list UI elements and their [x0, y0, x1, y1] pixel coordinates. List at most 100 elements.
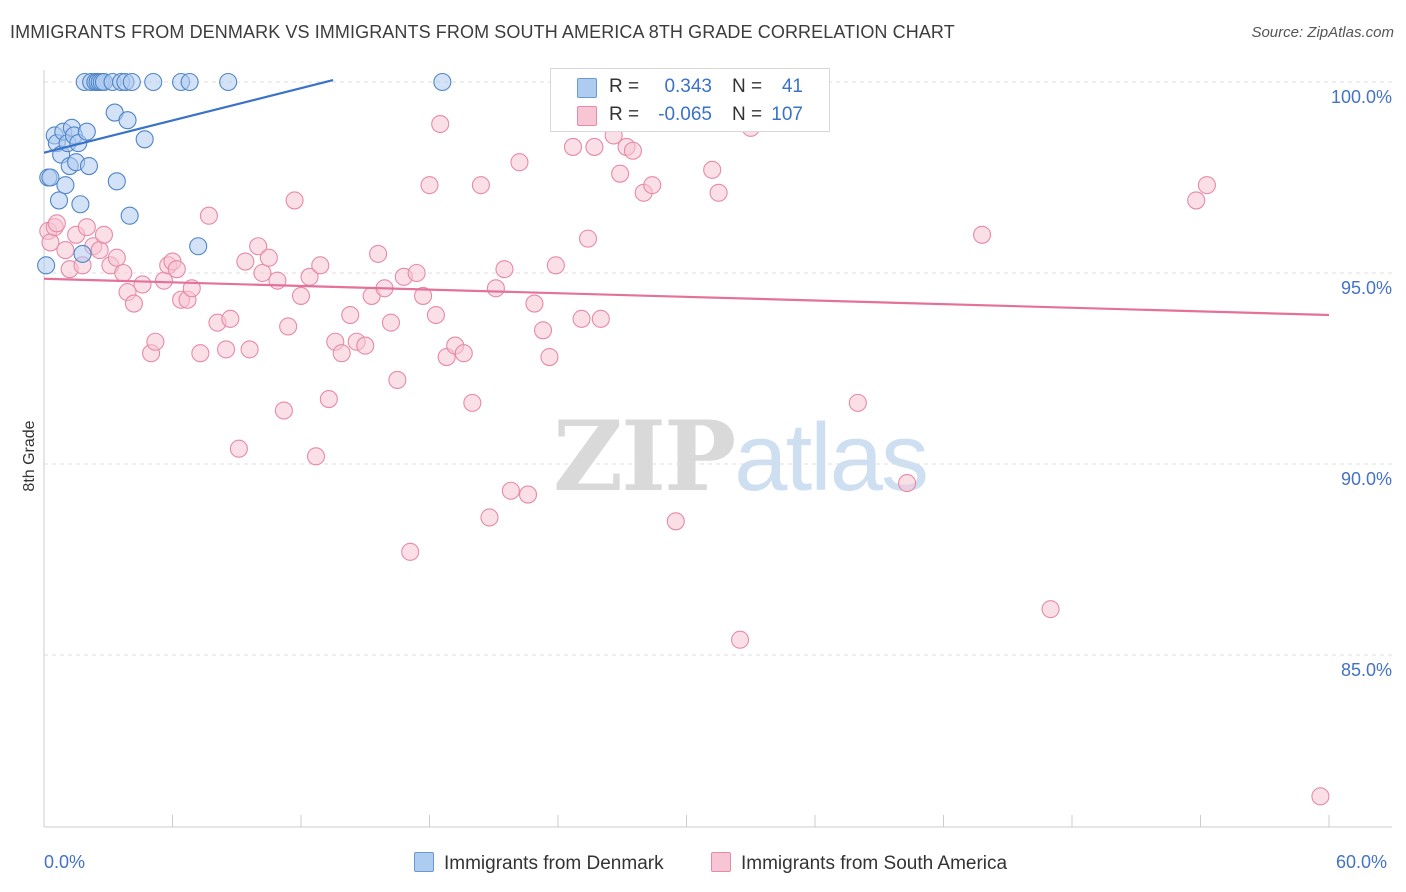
stats-n-value-south-america: 107 — [771, 104, 803, 125]
point-denmark — [79, 156, 99, 176]
point-south-america — [311, 256, 330, 275]
stats-r-value-south-america: -0.065 — [658, 104, 712, 125]
point-south-america — [124, 294, 143, 313]
point-south-america — [414, 286, 433, 305]
y-tick-label: 90.0% — [1340, 469, 1392, 489]
y-axis-title: 8th Grade — [21, 420, 38, 492]
legend-item-denmark: Immigrants from Denmark — [414, 852, 664, 875]
point-south-america — [146, 332, 165, 351]
point-south-america — [259, 248, 278, 267]
point-south-america — [221, 309, 240, 328]
legend-label-denmark: Immigrants from Denmark — [444, 853, 664, 874]
point-south-america — [730, 630, 750, 649]
point-south-america — [199, 206, 218, 225]
point-south-america — [56, 241, 75, 260]
point-south-america — [407, 263, 426, 283]
stats-n-label: N = — [732, 76, 763, 97]
stats-r-label: R = — [609, 76, 640, 97]
point-south-america — [623, 141, 643, 160]
point-south-america — [249, 237, 268, 256]
point-south-america — [471, 176, 490, 195]
point-denmark — [37, 256, 56, 275]
point-south-america — [572, 309, 591, 328]
point-south-america — [848, 393, 867, 412]
point-south-america — [563, 137, 583, 156]
y-tick-label: 85.0% — [1340, 660, 1392, 680]
point-denmark — [118, 111, 137, 130]
point-south-america — [229, 439, 248, 458]
point-south-america — [431, 114, 450, 134]
point-south-america — [454, 344, 473, 363]
stats-r-value-denmark: 0.343 — [664, 76, 712, 97]
x-tick-min: 0.0% — [44, 852, 86, 872]
source-credit: Source: ZipAtlas.com — [1251, 24, 1394, 41]
point-south-america — [1187, 191, 1206, 210]
legend-label-south-america: Immigrants from South America — [741, 853, 1008, 874]
point-south-america — [191, 344, 210, 363]
point-south-america — [495, 260, 514, 279]
point-south-america — [401, 542, 420, 561]
point-south-america — [77, 218, 96, 237]
point-south-america — [501, 481, 520, 500]
point-south-america — [285, 191, 304, 210]
point-south-america — [253, 263, 272, 283]
point-south-america — [279, 317, 298, 336]
point-south-america — [540, 347, 559, 367]
point-south-america — [525, 294, 544, 313]
point-south-america — [274, 401, 293, 420]
axes — [43, 70, 1392, 828]
point-denmark — [189, 237, 208, 256]
point-south-america — [578, 229, 598, 248]
stats-r-label: R = — [609, 104, 640, 125]
point-south-america — [236, 252, 255, 271]
point-south-america — [369, 244, 388, 263]
point-denmark — [433, 72, 452, 92]
point-south-america — [486, 279, 505, 298]
point-denmark — [77, 122, 96, 141]
point-south-america — [510, 153, 529, 172]
point-south-america — [585, 137, 604, 156]
point-denmark — [135, 130, 154, 149]
point-denmark — [71, 195, 90, 214]
y-tick-label: 100.0% — [1330, 87, 1392, 107]
stats-row-south-america: R = -0.065 N = 107 — [551, 101, 829, 129]
x-tick-max: 60.0% — [1336, 852, 1388, 872]
point-south-america — [1041, 600, 1060, 619]
point-denmark — [56, 176, 75, 195]
point-denmark — [73, 244, 92, 263]
point-south-america — [240, 340, 259, 359]
series-south-america — [39, 72, 1330, 806]
point-south-america — [341, 305, 360, 325]
stats-swatch-south-america — [577, 106, 597, 126]
point-south-america — [709, 183, 728, 202]
point-south-america — [643, 176, 662, 195]
trend-lines — [43, 79, 1330, 317]
series-denmark — [37, 72, 452, 275]
point-south-america — [291, 286, 311, 305]
point-denmark — [107, 172, 126, 191]
point-south-america — [420, 176, 439, 195]
point-south-america — [533, 321, 553, 340]
point-south-america — [703, 160, 722, 179]
point-south-america — [216, 340, 236, 359]
point-south-america — [611, 164, 630, 183]
point-south-america — [518, 485, 538, 504]
point-south-america — [591, 309, 610, 328]
point-south-america — [94, 225, 114, 244]
point-south-america — [546, 256, 565, 275]
stats-n-label: N = — [732, 104, 763, 125]
point-south-america — [167, 260, 186, 279]
point-south-america — [90, 241, 109, 260]
y-tick-label: 95.0% — [1340, 278, 1392, 298]
point-south-america — [972, 225, 992, 244]
legend-swatch-denmark — [414, 852, 434, 872]
point-denmark — [122, 72, 141, 92]
point-denmark — [120, 206, 139, 225]
legend-item-south-america: Immigrants from South America — [711, 852, 1007, 875]
point-south-america — [898, 474, 917, 493]
trendline-denmark — [43, 79, 334, 154]
point-south-america — [1311, 787, 1330, 806]
stats-legend: R = 0.343 N = 41 R = -0.065 N = 107 — [550, 68, 830, 132]
stats-n-value-denmark: 41 — [781, 76, 803, 97]
